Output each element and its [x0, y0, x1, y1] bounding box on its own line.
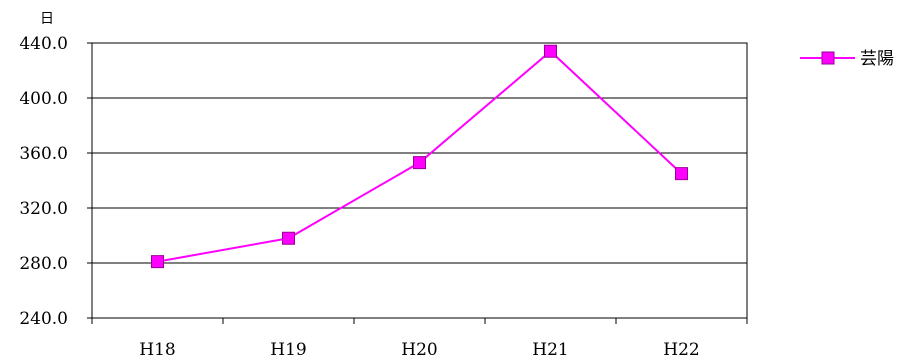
- x-tick-label: H22: [663, 340, 699, 359]
- x-tick-label: H18: [139, 340, 175, 359]
- y-tick-label: 280.0: [19, 254, 68, 274]
- legend-marker: [821, 51, 835, 65]
- legend: 芸陽: [800, 49, 894, 69]
- y-tick-label: 240.0: [19, 309, 68, 329]
- y-axis-ticks: 240.0 280.0 320.0 360.0 400.0 440.0: [19, 34, 92, 329]
- gridlines: [92, 97, 747, 264]
- plot-area-border: [91, 42, 748, 319]
- y-tick-label: 400.0: [19, 89, 68, 109]
- x-tick-label: H21: [532, 340, 568, 359]
- x-tick-label: H20: [401, 340, 437, 359]
- legend-label: 芸陽: [860, 49, 894, 69]
- data-point: [282, 231, 295, 245]
- data-point: [413, 156, 426, 170]
- y-tick-label: 320.0: [19, 199, 68, 219]
- data-point: [544, 44, 557, 58]
- y-tick-label: 440.0: [19, 34, 68, 54]
- data-point: [675, 167, 688, 181]
- y-tick-label: 360.0: [19, 144, 68, 164]
- y-axis-label: 日: [40, 11, 54, 27]
- x-axis-ticks: H18 H19 H20 H21 H22: [91, 318, 748, 360]
- data-point: [151, 255, 164, 269]
- x-tick-label: H19: [270, 340, 306, 359]
- series-layer: [151, 44, 688, 269]
